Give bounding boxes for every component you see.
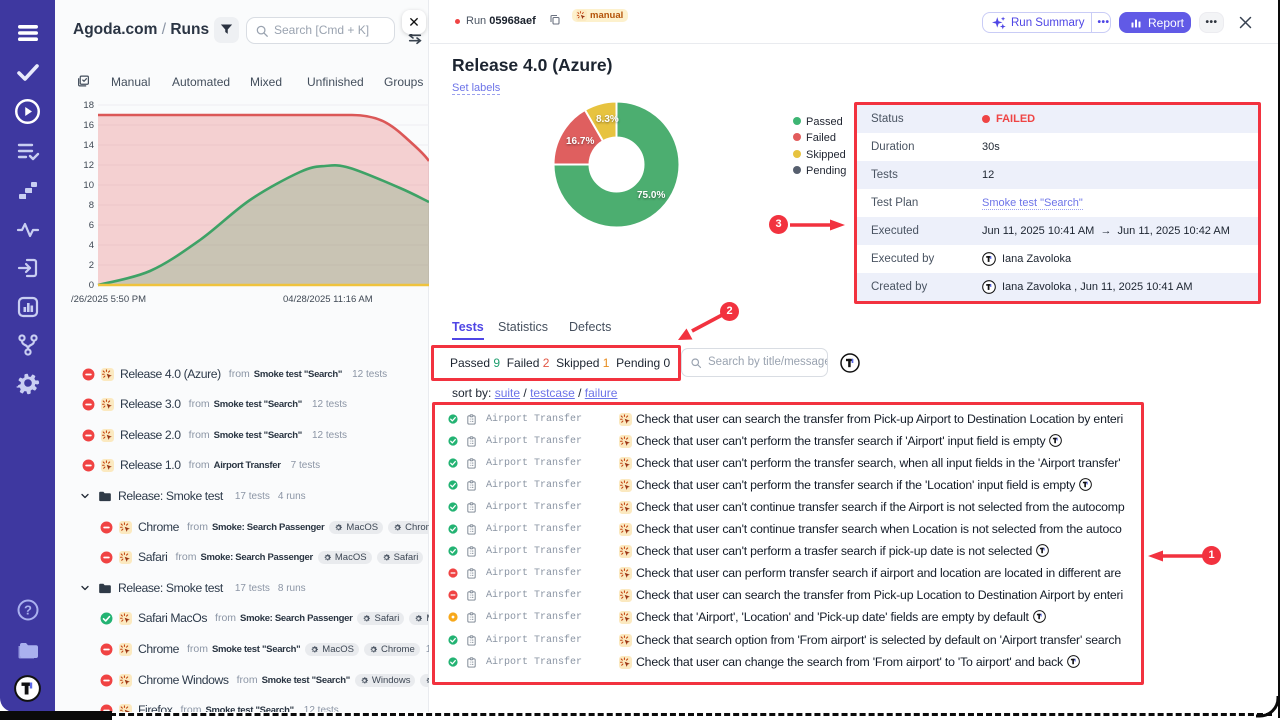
svg-text:4: 4 bbox=[89, 240, 94, 251]
svg-text:10: 10 bbox=[83, 180, 94, 191]
svg-text:6: 6 bbox=[89, 220, 94, 231]
svg-text:14: 14 bbox=[83, 140, 94, 151]
svg-text:75.0%: 75.0% bbox=[637, 190, 665, 201]
svg-text:16.7%: 16.7% bbox=[566, 136, 594, 147]
svg-text:16: 16 bbox=[83, 120, 94, 131]
svg-text:04/28/2025 11:16 AM: 04/28/2025 11:16 AM bbox=[283, 294, 373, 305]
svg-text:12: 12 bbox=[83, 160, 94, 171]
svg-text:18: 18 bbox=[83, 100, 94, 111]
svg-text:0: 0 bbox=[89, 280, 94, 291]
svg-text:2: 2 bbox=[89, 260, 94, 271]
svg-text:8: 8 bbox=[89, 200, 94, 211]
svg-text:?: ? bbox=[24, 603, 32, 618]
svg-text:/26/2025 5:50 PM: /26/2025 5:50 PM bbox=[71, 294, 146, 305]
svg-text:8.3%: 8.3% bbox=[596, 114, 619, 125]
